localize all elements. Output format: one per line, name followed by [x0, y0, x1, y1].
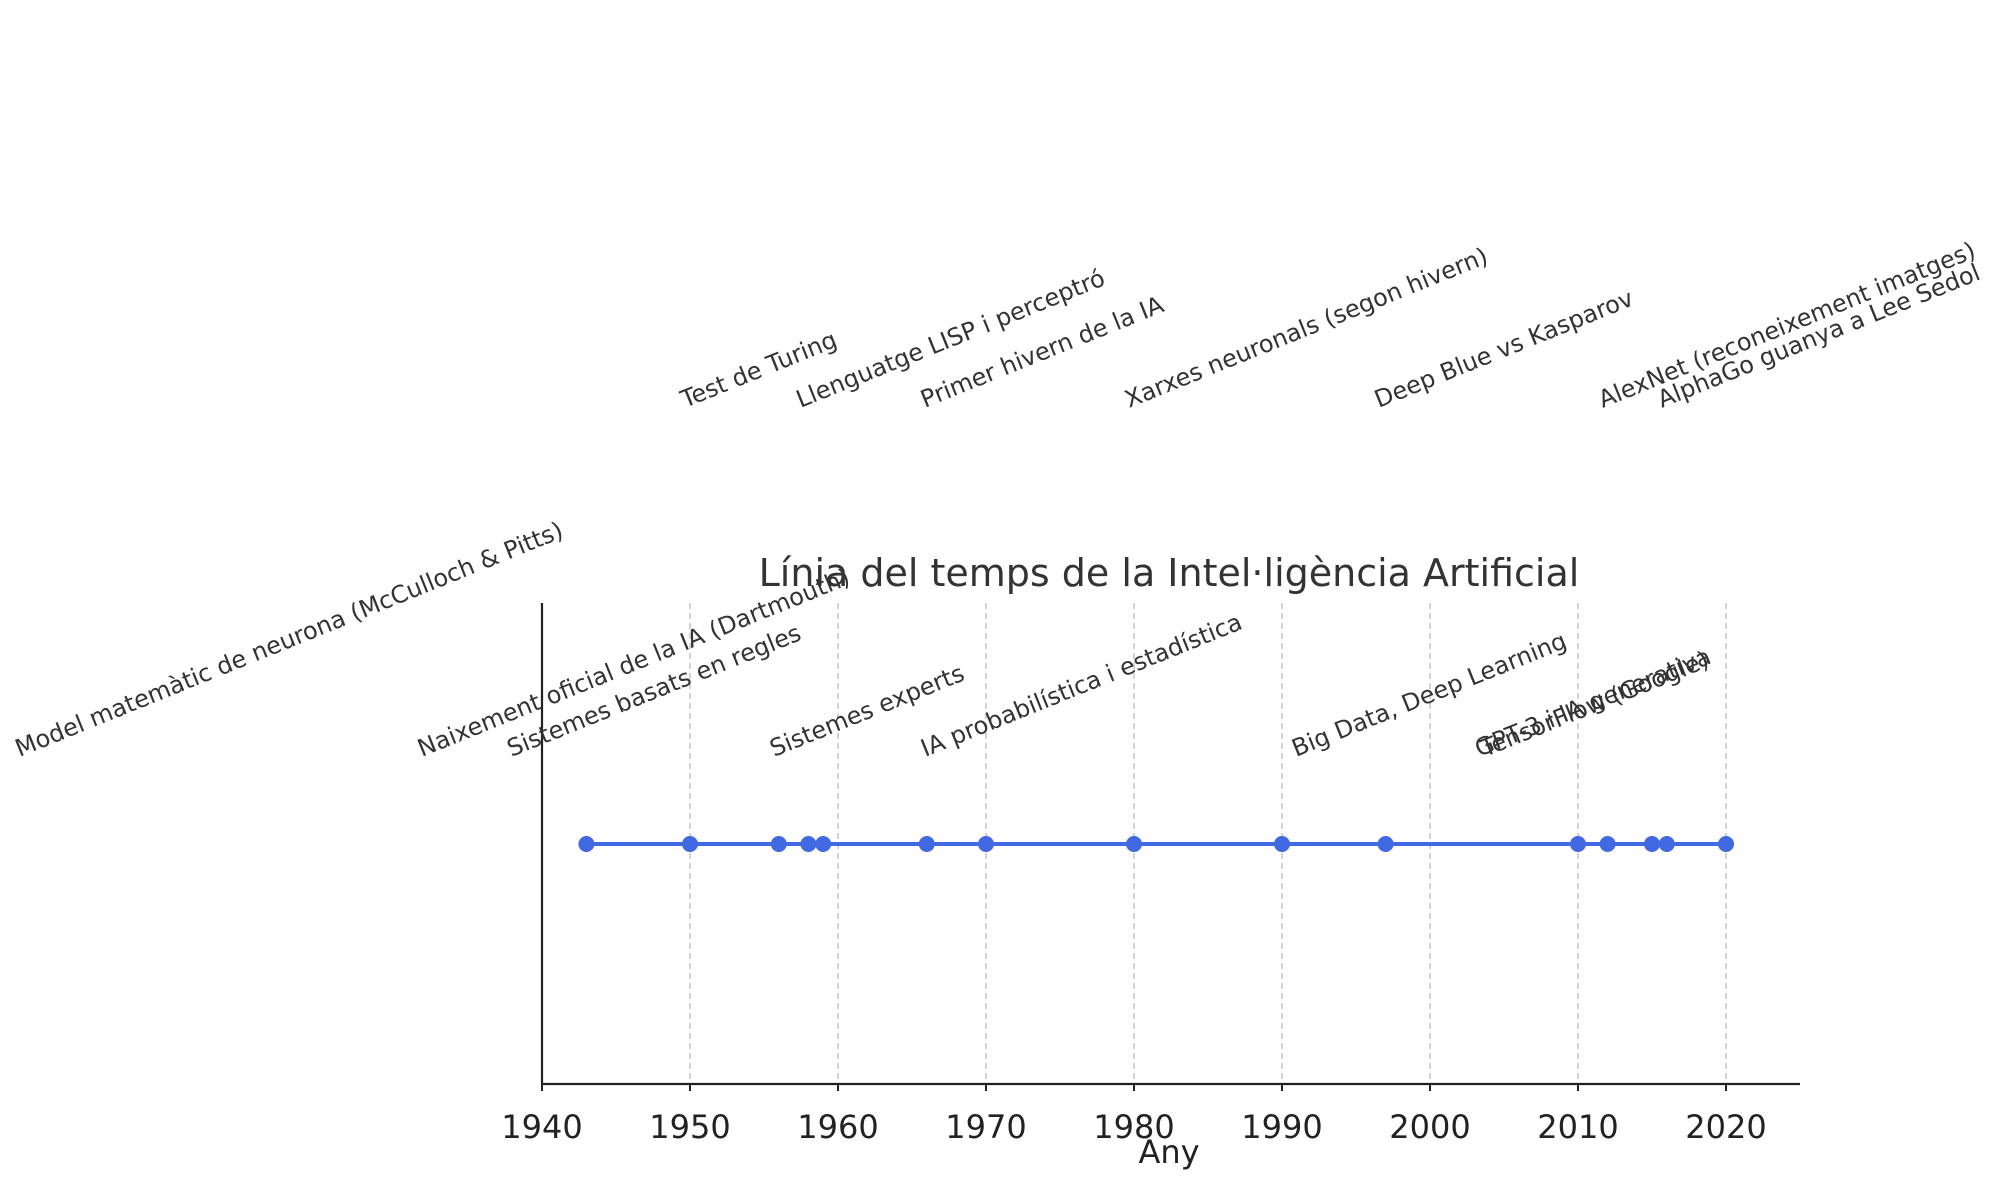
event-label-2016: AlphaGo guanya a Lee Sedol [1654, 258, 1984, 413]
event-point-1959 [815, 836, 832, 852]
event-labels: Model matemàtic de neurona (McCulloch & … [11, 236, 1984, 763]
event-point-1966 [918, 836, 935, 852]
event-point-2010 [1570, 836, 1586, 852]
event-point-1958 [800, 836, 817, 852]
event-point-1943 [578, 836, 595, 852]
x-tick-label-1990: 1990 [1241, 1108, 1322, 1146]
axes [540, 603, 1800, 1091]
x-tick-label-1950: 1950 [649, 1108, 730, 1146]
event-point-1990 [1274, 836, 1290, 852]
x-tick-label-1970: 1970 [945, 1108, 1026, 1146]
event-label-2012: AlexNet (reconeixement imatges) [1594, 236, 1979, 413]
event-point-1956 [770, 836, 787, 852]
x-tick-label-2000: 2000 [1389, 1108, 1470, 1146]
event-point-2016 [1658, 836, 1675, 852]
x-tick-label-2010: 2010 [1537, 1108, 1618, 1146]
event-point-1950 [682, 836, 698, 852]
x-tick-label-1940: 1940 [501, 1108, 582, 1146]
x-axis-label: Any [1138, 1133, 1199, 1171]
event-point-2012 [1599, 836, 1616, 852]
chart-title: Línia del temps de la Intel·ligència Art… [759, 551, 1580, 595]
timeline-series [578, 836, 1734, 852]
x-tick-label-1960: 1960 [797, 1108, 878, 1146]
event-point-2020 [1718, 836, 1734, 852]
event-point-2015 [1644, 836, 1660, 852]
event-point-1997 [1377, 836, 1394, 852]
x-tick-label-2020: 2020 [1685, 1108, 1766, 1146]
event-point-1970 [978, 836, 994, 852]
x-tick-label-1980: 1980 [1093, 1108, 1174, 1146]
event-point-1980 [1126, 836, 1142, 852]
x-tick-labels: 1940 1950 1960 1970 1980 1990 2000 2010 2020 [501, 1108, 1766, 1146]
